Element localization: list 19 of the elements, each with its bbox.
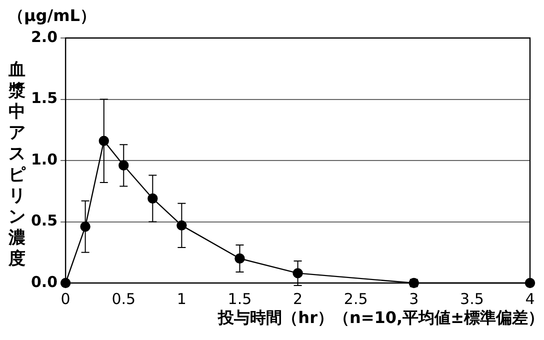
x-tick-label: 3 — [409, 290, 419, 308]
y-tick-label: 0.0 — [30, 272, 58, 291]
x-tick-label: 2.5 — [344, 290, 368, 308]
x-tick-label: 2 — [293, 290, 303, 308]
x-tick-label: 4 — [525, 290, 535, 308]
x-tick-label: 0 — [60, 290, 70, 308]
x-tick-label: 1.5 — [228, 290, 252, 308]
x-tick-label: 3.5 — [460, 290, 484, 308]
x-tick-label: 1 — [176, 290, 186, 308]
x-tick-label: 0.5 — [112, 290, 136, 308]
point — [60, 278, 71, 288]
y-tick-label: 2.0 — [30, 28, 58, 46]
y-tick-label: 1.5 — [30, 89, 58, 108]
x-axis-title: 投与時間（hr）（n=10,平均値±標準偏差） — [216, 308, 544, 329]
y-tick-label: 0.5 — [30, 212, 58, 230]
point — [524, 278, 536, 288]
y-tick-label: 1.0 — [30, 150, 58, 168]
text: （μg/mL） — [8, 6, 96, 27]
text: 血漿中アスピリン濃度 — [8, 60, 26, 269]
